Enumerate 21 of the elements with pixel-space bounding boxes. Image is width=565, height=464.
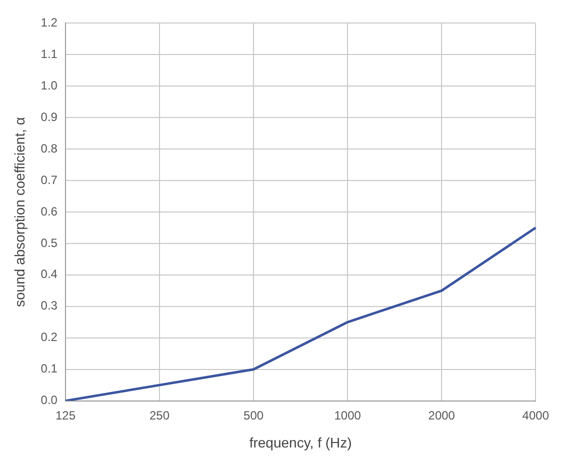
x-axis-title: frequency, f (Hz) <box>249 434 352 450</box>
x-tick-label: 2000 <box>428 408 456 422</box>
y-tick-label: 1.0 <box>40 78 58 92</box>
y-tick-label: 1.2 <box>40 16 58 30</box>
y-tick-label: 0.1 <box>40 362 58 376</box>
x-tick-label: 125 <box>55 408 76 422</box>
y-tick-label: 0.9 <box>40 110 58 124</box>
x-tick-label: 250 <box>150 408 170 422</box>
y-tick-label: 0.0 <box>40 393 58 408</box>
y-tick-label: 0.4 <box>40 267 58 282</box>
x-tick-label: 4000 <box>522 408 550 422</box>
y-tick-label: 0.5 <box>40 236 58 250</box>
y-tick-label: 0.6 <box>40 204 58 218</box>
y-tick-label: 0.2 <box>40 330 58 344</box>
x-tick-label: 1000 <box>334 408 362 422</box>
y-tick-label: 0.7 <box>40 172 58 187</box>
y-tick-label: 0.8 <box>40 141 58 156</box>
y-tick-label: 0.3 <box>40 298 58 313</box>
x-tick-label: 500 <box>244 408 264 422</box>
y-tick-label: 1.1 <box>40 46 58 61</box>
y-axis-title: sound absorption coefficient, α <box>11 117 28 307</box>
